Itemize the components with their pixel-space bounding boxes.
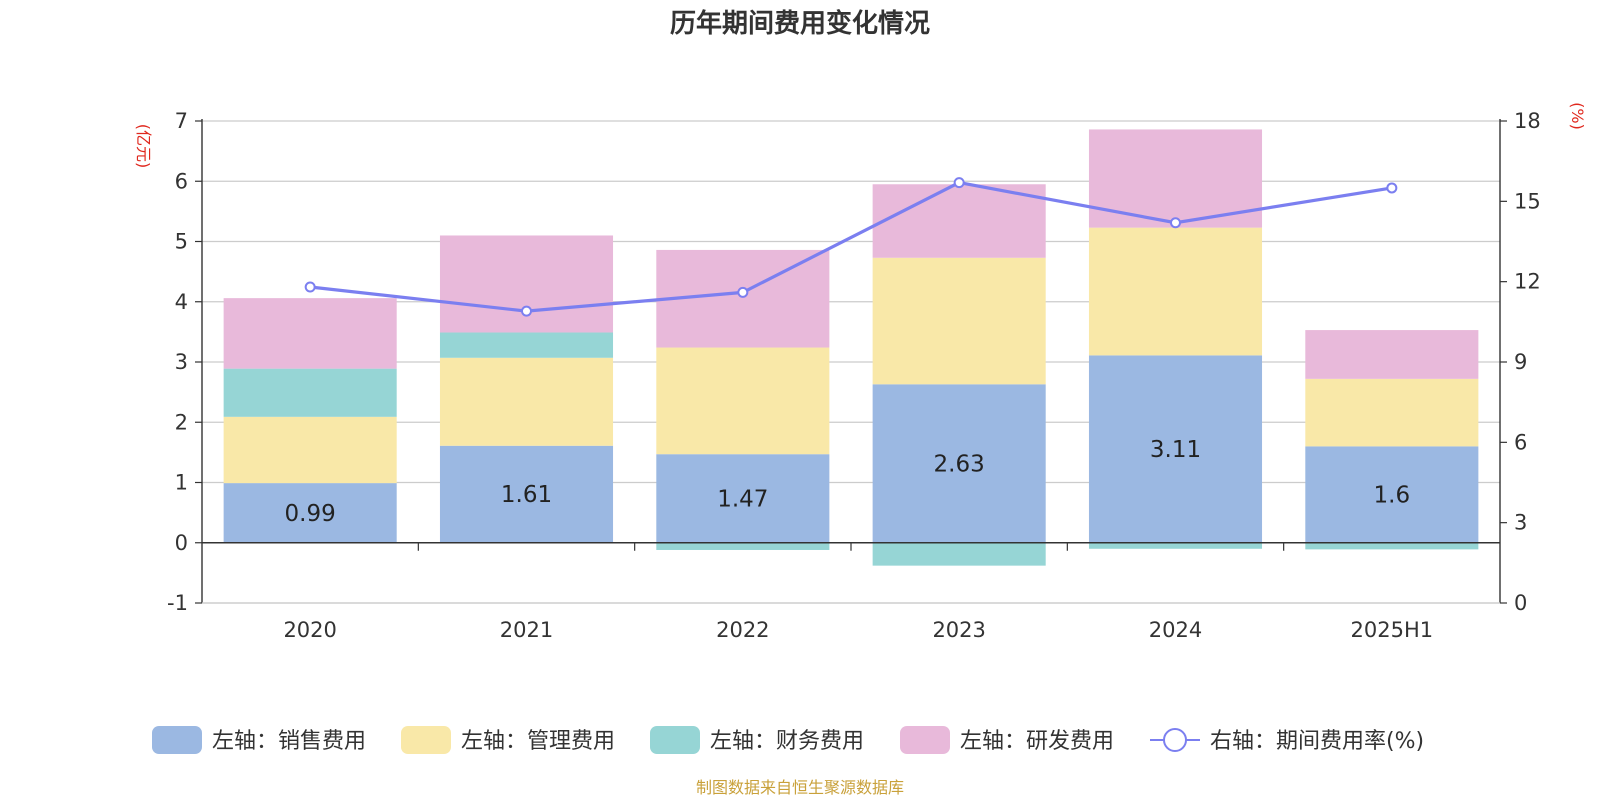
bar-segment [223, 416, 397, 484]
source-note: 制图数据来自恒生聚源数据库 [696, 778, 904, 797]
left-tick-label: 2 [175, 410, 188, 434]
bar-value-label: 2.63 [934, 452, 985, 478]
bar-segment [439, 235, 614, 333]
x-tick-label: 2023 [932, 618, 985, 642]
right-tick-label: 3 [1514, 511, 1527, 535]
x-tick-label: 2021 [500, 618, 553, 642]
bar-series [223, 129, 1479, 566]
bar-segment [439, 445, 614, 543]
right-axis-unit: (%) [1568, 102, 1587, 130]
legend-label: 左轴：销售费用 [212, 729, 366, 754]
left-axis-unit: (亿元) [134, 124, 153, 169]
bar-segment [656, 542, 830, 550]
legend-label: 左轴：研发费用 [960, 729, 1114, 754]
bar-segment [1088, 542, 1263, 549]
rate-line [309, 180, 1393, 313]
bar-segment [223, 483, 397, 543]
bar-segment [1305, 446, 1479, 543]
rate-point [521, 305, 532, 317]
bar-segment [439, 332, 614, 358]
x-tick-label: 2024 [1149, 618, 1202, 642]
bar-segment [1088, 227, 1263, 356]
legend-label: 右轴：期间费用率(%) [1210, 729, 1424, 754]
legend-swatch [650, 726, 700, 754]
rate-point [1386, 182, 1398, 194]
bar-segment [656, 454, 830, 543]
x-tick-label: 2025H1 [1351, 618, 1434, 642]
bar-segment [1305, 378, 1479, 447]
left-tick-label: 3 [175, 350, 188, 374]
bar-segment [223, 298, 397, 369]
bar-segment [872, 542, 1046, 566]
bar-value-label: 1.61 [501, 482, 552, 508]
left-tick-label: 7 [175, 109, 188, 133]
legend-marker [1163, 728, 1187, 752]
legend-label: 左轴：管理费用 [461, 729, 615, 754]
right-tick-label: 15 [1514, 189, 1541, 213]
rate-point [737, 286, 749, 298]
right-tick-label: 0 [1514, 591, 1527, 615]
bar-segment [1305, 542, 1479, 550]
rate-line-series [304, 177, 1398, 317]
bar-segment [656, 347, 830, 455]
right-tick-label: 9 [1514, 350, 1527, 374]
legend-label: 左轴：财务费用 [710, 729, 864, 754]
bar-value-label: 3.11 [1150, 437, 1201, 463]
bar-segment [872, 184, 1046, 258]
chart-title: 历年期间费用变化情况 [670, 8, 930, 39]
rate-point [953, 177, 965, 189]
bar-segment [1305, 330, 1479, 379]
rate-point [1170, 217, 1181, 229]
left-tick-label: 1 [175, 471, 188, 495]
bar-value-label: 0.99 [285, 501, 336, 527]
bar-segment [872, 384, 1046, 543]
grid-lines [202, 120, 1500, 604]
legend-swatch [152, 726, 202, 754]
right-tick-label: 6 [1514, 430, 1527, 454]
bar-value-label: 1.6 [1374, 483, 1411, 509]
left-tick-label: 6 [175, 169, 188, 193]
left-tick-label: 0 [175, 531, 188, 555]
bar-value-label: 1.47 [717, 486, 768, 512]
x-tick-label: 2022 [716, 618, 769, 642]
rate-point [304, 281, 316, 293]
bar-labels: 0.99 1.61 1.47 2.63 3.11 1.6 [285, 437, 1411, 527]
legend-swatch [900, 726, 950, 754]
legend: 左轴：销售费用 左轴：管理费用 左轴：财务费用 左轴：研发费用 右轴：期间费用率(%) [152, 726, 1424, 754]
bar-segment [439, 357, 614, 446]
left-tick-label: 4 [175, 290, 188, 314]
bar-segment [1088, 355, 1263, 543]
legend-swatch [401, 726, 451, 754]
left-tick-label: 5 [175, 230, 188, 254]
left-tick-label: -1 [167, 591, 188, 615]
bar-segment [872, 257, 1046, 385]
right-tick-label: 12 [1514, 270, 1541, 294]
x-tick-label: 2020 [283, 618, 336, 642]
right-tick-label: 18 [1514, 109, 1541, 133]
bar-segment [223, 368, 397, 417]
